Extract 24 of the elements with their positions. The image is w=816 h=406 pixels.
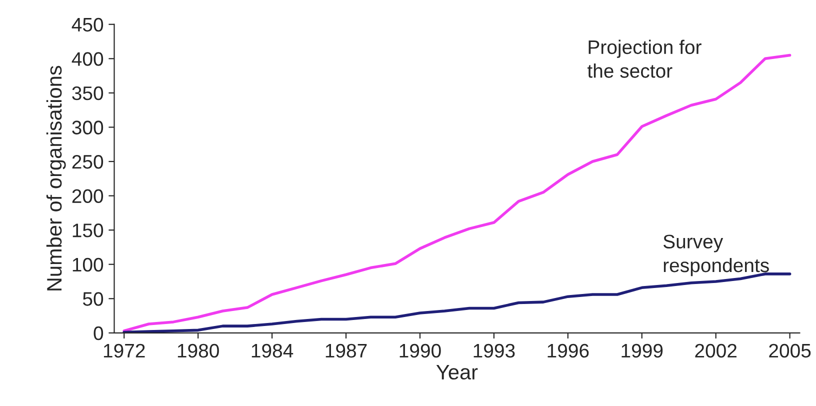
y-tick-label: 350 — [72, 86, 104, 100]
y-tick-label: 50 — [82, 292, 104, 306]
annotation: Projection for the sector — [587, 40, 702, 78]
y-tick-label: 100 — [72, 258, 104, 272]
y-tick-label: 150 — [72, 224, 104, 238]
y-axis-title: Number of organisations — [46, 66, 66, 290]
x-tick-label: 1999 — [622, 344, 663, 358]
y-tick-label: 400 — [72, 52, 104, 66]
x-tick-label: 1980 — [178, 344, 219, 358]
y-tick-label: 0 — [94, 326, 104, 340]
x-tick-label: 1984 — [252, 344, 294, 358]
x-tick-label: 1996 — [548, 344, 589, 358]
x-tick-label: 1993 — [474, 344, 515, 358]
x-tick-label: 1987 — [326, 344, 367, 358]
y-tick-label: 300 — [72, 120, 104, 134]
y-tick-label: 450 — [72, 18, 104, 32]
y-tick-label: 250 — [72, 154, 104, 169]
x-tick-label: 2005 — [769, 344, 811, 358]
x-tick-label: 1972 — [104, 344, 145, 358]
annotation: Survey respondents — [663, 234, 769, 276]
y-tick-label: 200 — [72, 189, 104, 204]
x-tick-label: 1990 — [400, 344, 441, 358]
x-axis-title: Year — [436, 365, 478, 380]
x-tick-label: 2002 — [695, 344, 737, 358]
